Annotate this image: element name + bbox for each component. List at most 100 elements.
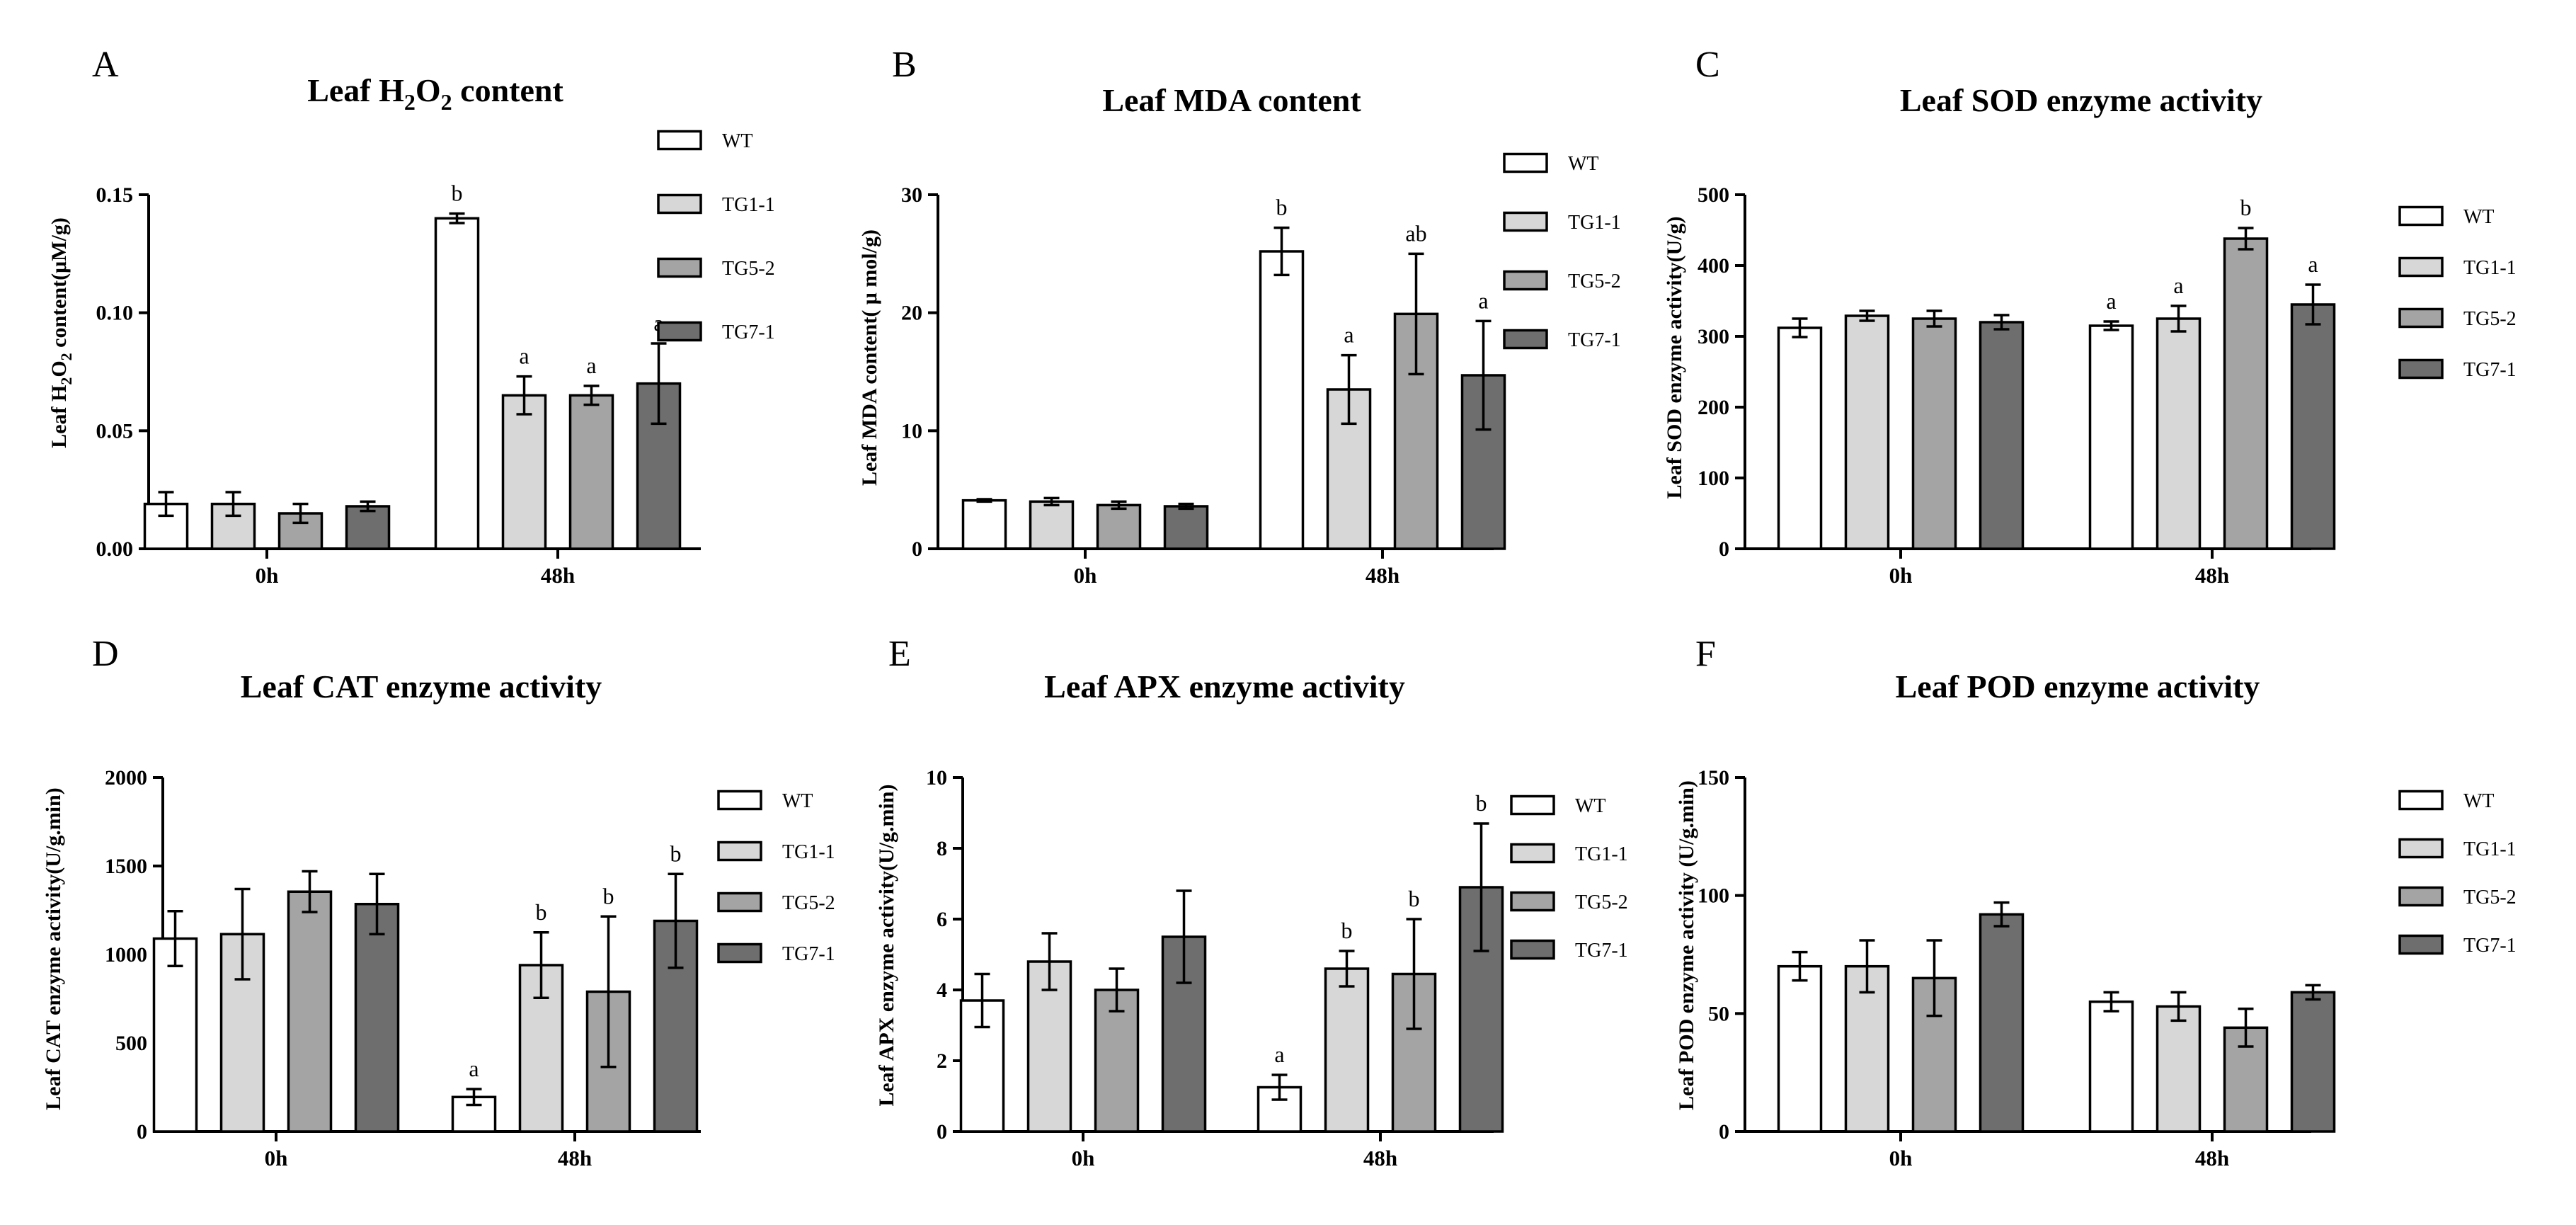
legend: WT TG1-1 TG5-2 TG7-1 (2398, 790, 2517, 957)
bar (1259, 250, 1305, 550)
y-tick-label: 10 (926, 766, 947, 790)
y-tick-label: 0 (1719, 537, 1729, 561)
x-tick-label: 48h (1366, 563, 1399, 588)
chart-title: Leaf APX enzyme activity (1044, 668, 1405, 705)
legend-swatch (1510, 939, 1555, 960)
significance-letter: a (2308, 251, 2318, 277)
legend-swatch (1503, 152, 1548, 173)
y-tick-label: 10 (901, 419, 922, 443)
chart-title: Leaf SOD enzyme activity (1900, 82, 2262, 118)
y-axis-label: Leaf SOD enzyme activity(U/g) (1663, 216, 1686, 498)
ylabel-part: O (47, 360, 71, 377)
chart-title: Leaf POD enzyme activity (1896, 668, 2260, 705)
legend: WT TG1-1 TG5-2 TG7-1 (2398, 205, 2517, 381)
chart-title: Leaf MDA content (1102, 82, 1361, 118)
y-tick-label: 30 (901, 183, 922, 207)
y-tick-label: 0.05 (96, 419, 134, 443)
bar (1094, 988, 1140, 1133)
legend-label: WT (782, 790, 813, 812)
panel-a: A Leaf H2O2 content Leaf H2O2 content(μM… (47, 45, 775, 588)
y-tick-label: 500 (1698, 183, 1729, 207)
bar (2088, 1000, 2134, 1133)
y-tick-label: 400 (1698, 254, 1729, 278)
title-part: O (416, 72, 441, 108)
legend-swatch (657, 321, 702, 342)
significance-letter: a (519, 343, 529, 369)
bar (1029, 500, 1075, 550)
y-tick-label: 100 (1698, 884, 1729, 908)
panel-letter: A (92, 45, 119, 85)
bar (2290, 991, 2336, 1133)
significance-letter: b (536, 899, 547, 925)
legend-swatch (2398, 205, 2444, 227)
y-tick-label: 0 (912, 537, 922, 561)
legend: WT TG1-1 TG5-2 TG7-1 (717, 790, 835, 965)
y-axis-label: Leaf CAT enzyme activity(U/g.min) (42, 787, 65, 1110)
bar (1979, 321, 2025, 550)
chart-title: Leaf CAT enzyme activity (241, 668, 602, 705)
legend-swatch (1503, 270, 1548, 291)
x-tick-label: 0h (256, 563, 279, 588)
legend-label: WT (2463, 790, 2495, 812)
bar (1844, 314, 1890, 550)
plot-area: 0 2 4 6 8 10 0h 48h a b b b (926, 766, 1504, 1170)
bar (354, 903, 400, 1133)
legend-swatch (2398, 358, 2444, 380)
legend-swatch (2398, 886, 2444, 907)
bar (961, 498, 1007, 550)
legend-swatch (2398, 838, 2444, 859)
bar (152, 937, 198, 1133)
legend-label: TG1-1 (782, 841, 835, 863)
chart-title: Leaf H2O2 content (307, 72, 563, 115)
y-axis-label: Leaf MDA content( μ mol/g) (858, 229, 881, 486)
x-tick-label: 48h (558, 1146, 592, 1170)
x-tick-label: 0h (1889, 1146, 1913, 1170)
legend-swatch (717, 942, 762, 964)
y-tick-label: 100 (1698, 467, 1729, 490)
y-tick-label: 1000 (105, 943, 147, 967)
ylabel-part: Leaf H (47, 385, 71, 448)
legend-swatch (2398, 307, 2444, 329)
bar (1096, 503, 1142, 550)
legend-label: TG1-1 (722, 194, 775, 216)
panel-letter: F (1695, 634, 1716, 674)
legend-swatch (657, 193, 702, 215)
y-tick-label: 0.15 (96, 183, 134, 207)
x-tick-label: 48h (2195, 563, 2229, 588)
bar (501, 394, 547, 550)
legend-label: TG7-1 (1568, 329, 1621, 351)
bar (1911, 317, 1957, 550)
legend-label: TG7-1 (782, 943, 835, 965)
legend: WT TG1-1 TG5-2 TG7-1 (1510, 794, 1628, 962)
y-tick-label: 0 (137, 1120, 147, 1144)
legend-label: TG7-1 (2463, 935, 2517, 957)
legend-label: TG1-1 (1568, 212, 1621, 234)
significance-letter: b (1409, 886, 1420, 911)
legend-swatch (717, 790, 762, 811)
x-tick-label: 0h (1074, 563, 1097, 588)
panel-b: B Leaf MDA content Leaf MDA content( μ m… (858, 45, 1621, 588)
legend-label: TG7-1 (1575, 940, 1628, 962)
bar (1163, 505, 1209, 550)
title-subscript: 2 (441, 89, 452, 115)
bar (2156, 1005, 2202, 1133)
y-tick-label: 4 (937, 979, 947, 1002)
y-tick-label: 300 (1698, 325, 1729, 348)
bar (2223, 237, 2269, 550)
significance-letter: b (452, 181, 463, 206)
significance-letter: b (670, 841, 682, 866)
bar (287, 890, 333, 1133)
significance-letter: b (1341, 918, 1353, 943)
significance-letter: ab (1405, 220, 1426, 246)
legend-label: TG5-2 (782, 892, 835, 914)
y-tick-label: 1500 (105, 855, 147, 878)
legend-swatch (2398, 256, 2444, 278)
legend-label: WT (2463, 206, 2495, 228)
significance-letter: b (603, 883, 614, 908)
legend-label: TG1-1 (2463, 257, 2517, 279)
significance-letter: a (2106, 288, 2116, 314)
legend-swatch (717, 841, 762, 862)
bar (568, 394, 614, 550)
legend-label: TG7-1 (2463, 359, 2517, 381)
legend-swatch (717, 891, 762, 913)
